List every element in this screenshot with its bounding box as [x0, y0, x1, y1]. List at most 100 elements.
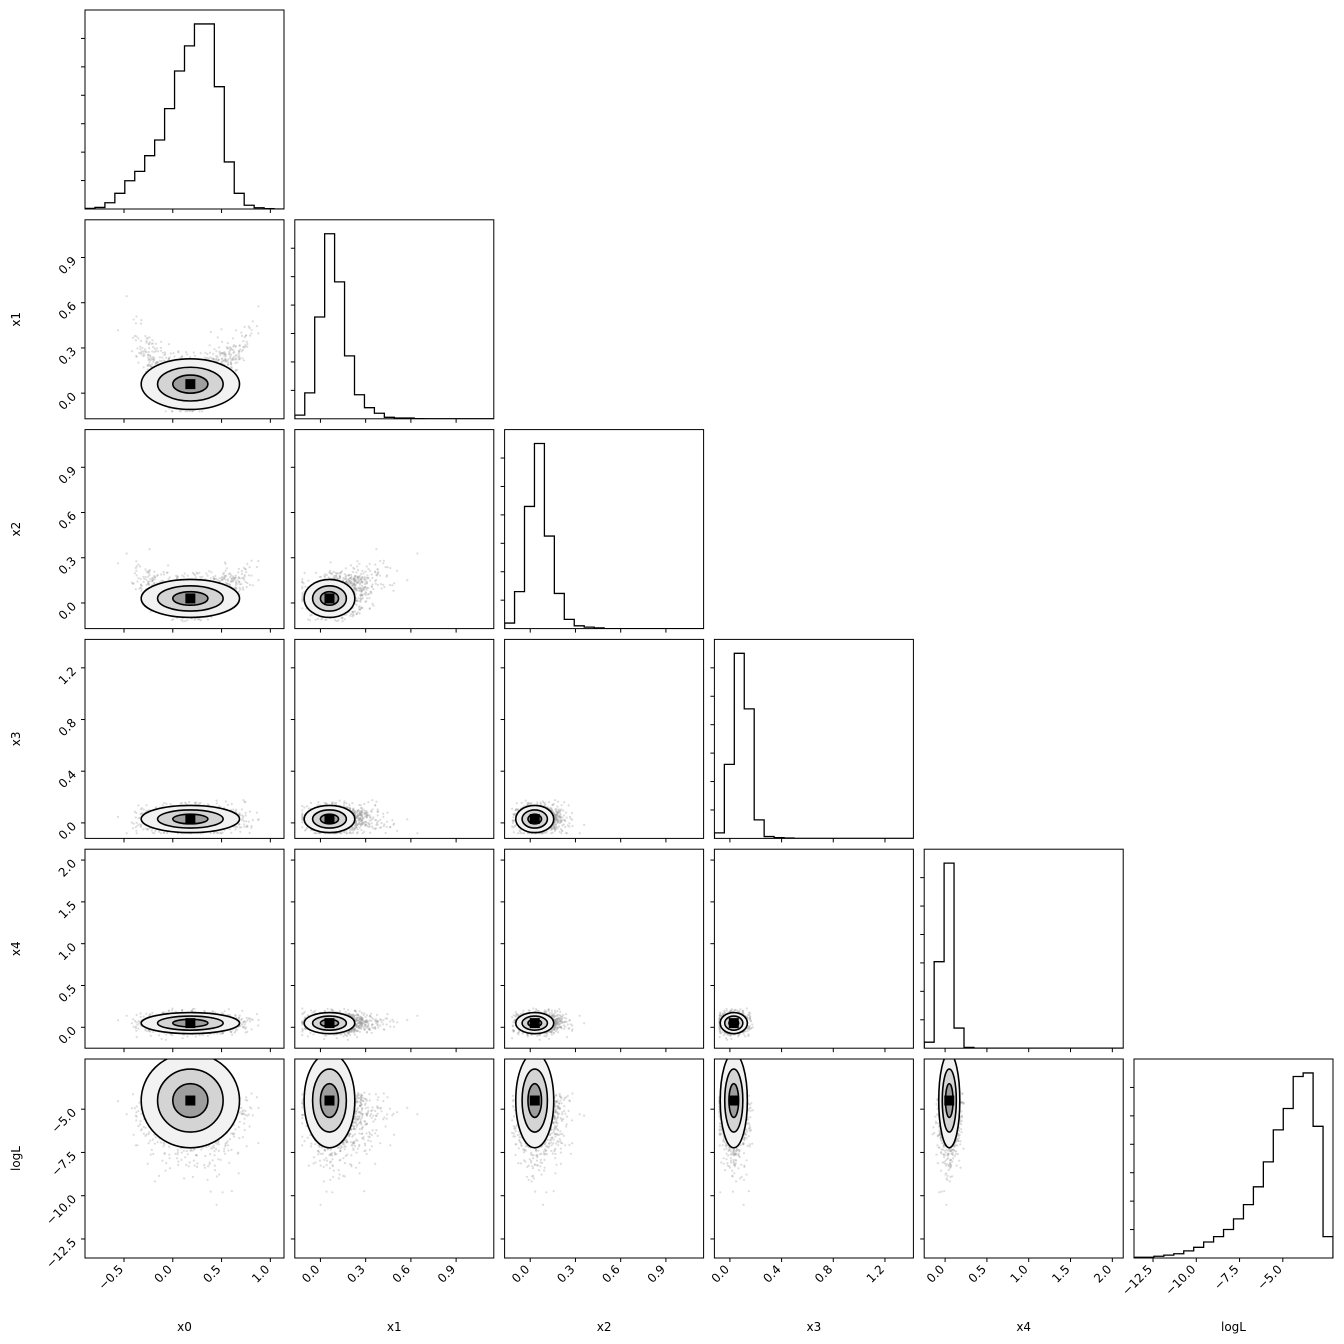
sample-point	[359, 589, 362, 592]
sample-point	[359, 581, 362, 584]
sample-point	[363, 577, 366, 581]
sample-point	[234, 581, 237, 584]
sample-point	[242, 340, 245, 343]
sample-point	[314, 571, 318, 574]
sample-point	[180, 355, 183, 358]
sample-point	[156, 361, 159, 364]
sample-point	[396, 569, 399, 572]
sample-point	[152, 360, 155, 363]
sample-point	[223, 577, 226, 580]
sample-point	[145, 578, 148, 581]
sample-point	[243, 578, 246, 581]
sample-point	[145, 583, 148, 587]
sample-point	[374, 571, 377, 574]
sample-point	[360, 584, 363, 588]
sample-point	[355, 603, 358, 607]
sample-point	[370, 585, 373, 589]
sample-point	[144, 334, 147, 338]
sample-point	[154, 361, 157, 364]
sample-point	[353, 580, 356, 583]
sample-point	[150, 829, 153, 832]
sample-point	[191, 571, 195, 575]
sample-point	[376, 568, 379, 571]
sample-point	[359, 594, 362, 598]
sample-point	[226, 363, 229, 366]
sample-point	[361, 569, 364, 573]
sample-point	[232, 349, 235, 352]
sample-point	[363, 592, 366, 596]
sample-point	[257, 332, 260, 335]
sample-point	[248, 326, 251, 330]
sample-point	[347, 574, 351, 577]
sample-point	[167, 357, 170, 360]
sample-point	[367, 586, 370, 590]
sample-point	[376, 583, 379, 587]
sample-point	[152, 358, 155, 361]
sample-point	[158, 359, 161, 362]
sample-point	[233, 358, 236, 361]
sample-point	[234, 345, 237, 348]
sample-point	[389, 566, 392, 570]
sample-point	[235, 358, 238, 361]
sample-point	[228, 353, 231, 356]
sample-point	[339, 571, 342, 574]
sample-point	[244, 345, 247, 348]
sample-point	[416, 552, 419, 555]
sample-point	[159, 346, 162, 349]
sample-point	[358, 612, 361, 615]
sample-point	[355, 580, 358, 583]
sample-point	[226, 347, 229, 350]
sample-point	[244, 801, 247, 804]
sample-point	[134, 588, 137, 591]
sample-point	[370, 585, 373, 588]
sample-point	[347, 581, 350, 584]
sample-point	[234, 586, 237, 589]
sample-point	[233, 577, 236, 580]
sample-point	[230, 802, 233, 806]
sample-point	[366, 577, 370, 580]
sample-point	[348, 580, 351, 583]
sample-point	[304, 585, 307, 588]
sample-point	[199, 352, 202, 355]
sample-point	[345, 580, 348, 584]
sample-point	[255, 325, 258, 328]
sample-point	[156, 361, 159, 364]
sample-point	[132, 336, 135, 339]
sample-point	[363, 586, 366, 589]
sample-point	[382, 583, 385, 587]
sample-point	[357, 597, 360, 600]
sample-point	[238, 344, 241, 347]
sample-point	[167, 357, 170, 360]
sample-point	[161, 351, 164, 354]
sample-point	[344, 577, 347, 580]
sample-point	[345, 579, 348, 582]
sample-point	[235, 825, 239, 829]
sample-point	[153, 358, 156, 362]
sample-point	[148, 343, 151, 346]
sample-point	[185, 802, 188, 805]
sample-point	[152, 358, 155, 361]
sample-point	[359, 578, 362, 582]
sample-point	[352, 613, 355, 616]
sample-point	[374, 570, 377, 573]
sample-point	[236, 361, 239, 364]
sample-point	[353, 588, 357, 591]
sample-point	[392, 589, 395, 592]
sample-point	[309, 614, 312, 617]
sample-point	[314, 618, 317, 621]
sample-point	[354, 610, 357, 613]
sample-point	[361, 581, 364, 584]
sample-point	[147, 583, 151, 586]
sample-point	[223, 354, 226, 357]
sample-point	[208, 344, 211, 347]
sample-point	[257, 818, 260, 821]
sample-point	[354, 588, 357, 591]
sample-point	[152, 576, 155, 579]
sample-point	[226, 579, 229, 583]
sample-point	[146, 363, 149, 367]
sample-point	[242, 566, 245, 570]
sample-point	[220, 578, 223, 581]
sample-point	[147, 582, 150, 585]
sample-point	[359, 608, 362, 611]
sample-point	[224, 358, 227, 361]
